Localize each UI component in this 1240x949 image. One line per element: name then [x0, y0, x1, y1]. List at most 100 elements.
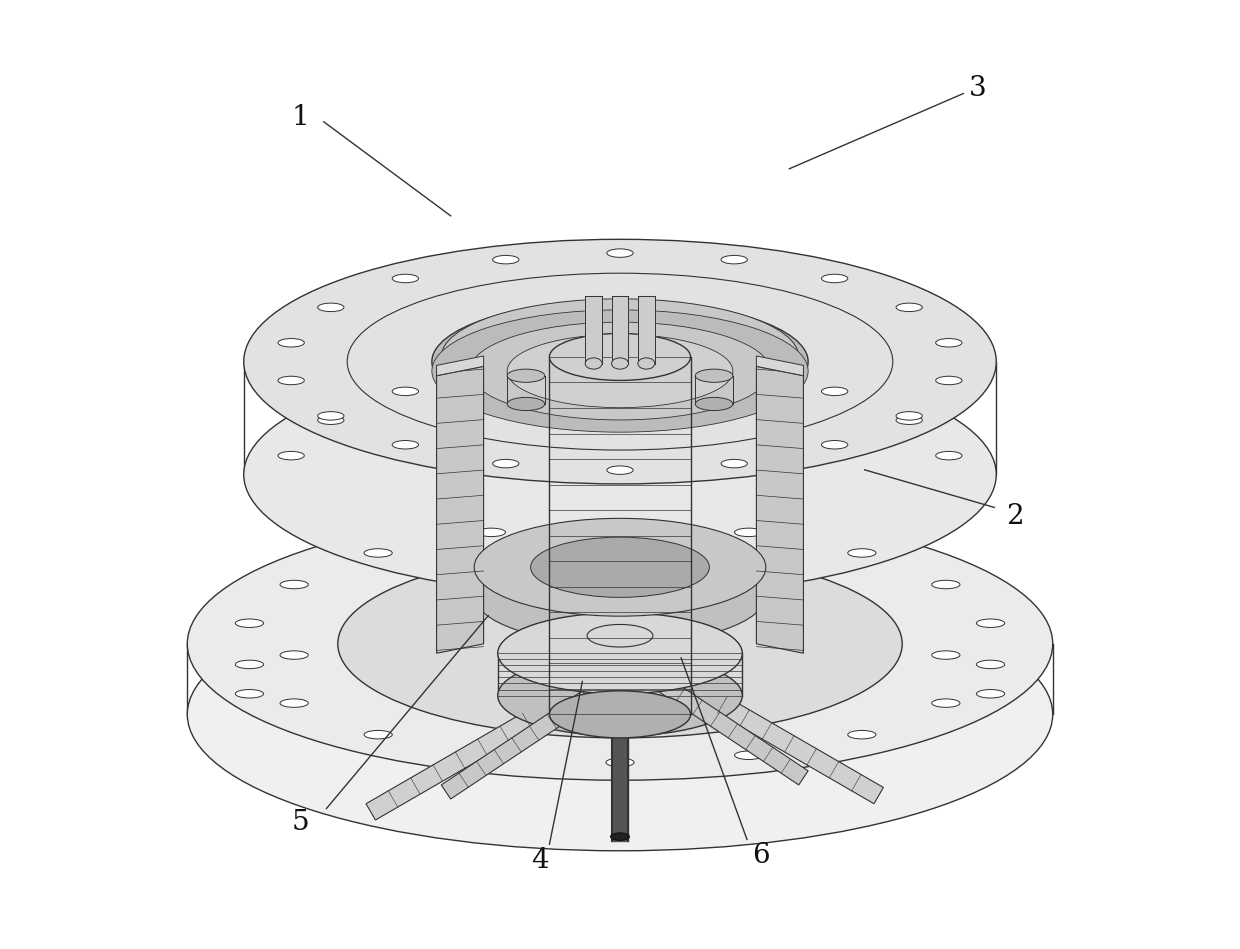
Polygon shape [441, 691, 591, 799]
Ellipse shape [696, 369, 733, 382]
Ellipse shape [365, 549, 392, 557]
Ellipse shape [610, 833, 630, 841]
Text: 6: 6 [753, 842, 770, 869]
Ellipse shape [470, 322, 770, 420]
Ellipse shape [848, 549, 875, 557]
Ellipse shape [507, 398, 544, 411]
Ellipse shape [317, 416, 343, 424]
Ellipse shape [696, 398, 733, 411]
Ellipse shape [244, 239, 996, 484]
Ellipse shape [474, 518, 766, 616]
Polygon shape [696, 684, 883, 804]
Ellipse shape [897, 303, 923, 311]
Ellipse shape [477, 599, 506, 607]
Ellipse shape [392, 440, 419, 449]
Ellipse shape [365, 731, 392, 739]
Text: 3: 3 [968, 75, 986, 102]
Ellipse shape [507, 369, 544, 382]
Ellipse shape [821, 387, 848, 396]
Ellipse shape [606, 758, 634, 767]
Ellipse shape [611, 358, 629, 369]
Ellipse shape [236, 690, 264, 698]
Polygon shape [756, 366, 804, 653]
Ellipse shape [236, 619, 264, 627]
Ellipse shape [606, 249, 634, 257]
Ellipse shape [936, 452, 962, 460]
Ellipse shape [432, 301, 808, 422]
Ellipse shape [187, 508, 1053, 780]
Ellipse shape [936, 376, 962, 384]
Polygon shape [756, 356, 804, 376]
Ellipse shape [392, 274, 419, 283]
Ellipse shape [432, 310, 808, 432]
Ellipse shape [492, 459, 520, 468]
Polygon shape [613, 691, 627, 842]
Ellipse shape [317, 412, 343, 420]
Ellipse shape [477, 529, 506, 536]
Polygon shape [637, 296, 655, 363]
Ellipse shape [244, 352, 996, 597]
Ellipse shape [492, 255, 520, 264]
Ellipse shape [976, 690, 1004, 698]
Ellipse shape [848, 731, 875, 739]
Ellipse shape [606, 362, 634, 370]
Ellipse shape [720, 255, 748, 264]
Ellipse shape [280, 580, 309, 588]
Ellipse shape [897, 412, 923, 420]
Ellipse shape [531, 537, 709, 597]
Polygon shape [585, 296, 603, 363]
Ellipse shape [734, 599, 763, 607]
Ellipse shape [365, 620, 392, 627]
Ellipse shape [479, 311, 761, 402]
Ellipse shape [280, 651, 309, 660]
Ellipse shape [897, 416, 923, 424]
Ellipse shape [931, 698, 960, 707]
Text: 2: 2 [1007, 503, 1024, 530]
Ellipse shape [236, 661, 264, 669]
Ellipse shape [976, 661, 1004, 669]
Ellipse shape [187, 578, 1053, 850]
Ellipse shape [549, 691, 691, 738]
Ellipse shape [492, 368, 520, 377]
Ellipse shape [720, 459, 748, 468]
Text: 1: 1 [291, 103, 309, 131]
Polygon shape [436, 366, 484, 653]
Ellipse shape [278, 452, 304, 460]
Ellipse shape [637, 358, 655, 369]
Ellipse shape [821, 440, 848, 449]
Ellipse shape [549, 333, 691, 381]
Polygon shape [657, 677, 808, 785]
Polygon shape [366, 700, 554, 820]
Ellipse shape [278, 376, 304, 384]
Ellipse shape [477, 751, 506, 759]
Ellipse shape [585, 358, 603, 369]
Ellipse shape [734, 751, 763, 759]
Ellipse shape [278, 339, 304, 347]
Ellipse shape [931, 651, 960, 660]
Ellipse shape [821, 274, 848, 283]
Polygon shape [611, 296, 629, 363]
Ellipse shape [507, 334, 733, 408]
Ellipse shape [936, 339, 962, 347]
Ellipse shape [392, 387, 419, 396]
Ellipse shape [848, 620, 875, 627]
Ellipse shape [517, 324, 723, 391]
Ellipse shape [606, 591, 634, 600]
Polygon shape [436, 356, 484, 376]
Ellipse shape [606, 466, 634, 474]
Ellipse shape [606, 521, 634, 530]
Ellipse shape [734, 529, 763, 536]
Ellipse shape [497, 613, 743, 694]
Ellipse shape [587, 624, 653, 647]
Ellipse shape [474, 547, 766, 644]
Ellipse shape [317, 303, 343, 311]
Ellipse shape [337, 549, 903, 738]
Ellipse shape [931, 580, 960, 588]
Ellipse shape [976, 619, 1004, 627]
Ellipse shape [280, 698, 309, 707]
Text: 5: 5 [291, 809, 309, 836]
Text: 4: 4 [531, 847, 549, 874]
Ellipse shape [720, 368, 748, 377]
Ellipse shape [497, 655, 743, 736]
Ellipse shape [441, 299, 799, 415]
